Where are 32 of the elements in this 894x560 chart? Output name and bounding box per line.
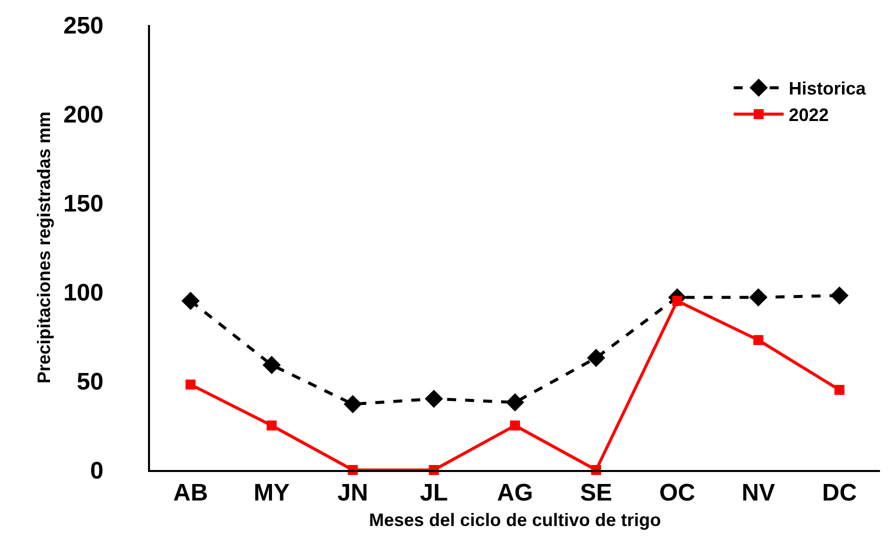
point <box>344 395 362 414</box>
x-tick-label: DC <box>822 480 857 507</box>
x-tick-label: NV <box>742 480 775 507</box>
x-tick-label: AB <box>173 480 208 507</box>
point <box>749 288 768 306</box>
point <box>181 292 200 310</box>
point <box>262 356 281 374</box>
legend-label: Historica <box>788 78 867 99</box>
y-tick-label: 100 <box>63 279 104 306</box>
x-tick-label: JL <box>420 480 448 507</box>
point <box>506 393 524 412</box>
x-tick-label: MY <box>254 480 290 507</box>
x-tick-label: OC <box>659 480 696 507</box>
point <box>266 420 277 430</box>
x-tick-label: SE <box>580 480 612 507</box>
x-tick-label: JN <box>337 480 368 507</box>
legend-label: 2022 <box>788 105 829 126</box>
x-axis-title: Meses del ciclo de cultivo de trigo <box>368 510 662 530</box>
point <box>510 420 520 430</box>
point <box>424 390 443 408</box>
y-tick-label: 200 <box>63 101 104 128</box>
y-tick-label: 0 <box>90 457 104 484</box>
point <box>186 380 196 390</box>
y-tick-label: 150 <box>63 190 104 218</box>
y-tick-label: 250 <box>63 12 104 40</box>
point <box>587 348 606 367</box>
y-axis-title: Precipitaciones registradas mm <box>34 111 54 384</box>
point <box>753 335 764 346</box>
point <box>830 286 849 305</box>
point <box>834 384 844 395</box>
y-tick-label: 50 <box>76 368 104 396</box>
x-tick-label: AG <box>497 480 533 507</box>
